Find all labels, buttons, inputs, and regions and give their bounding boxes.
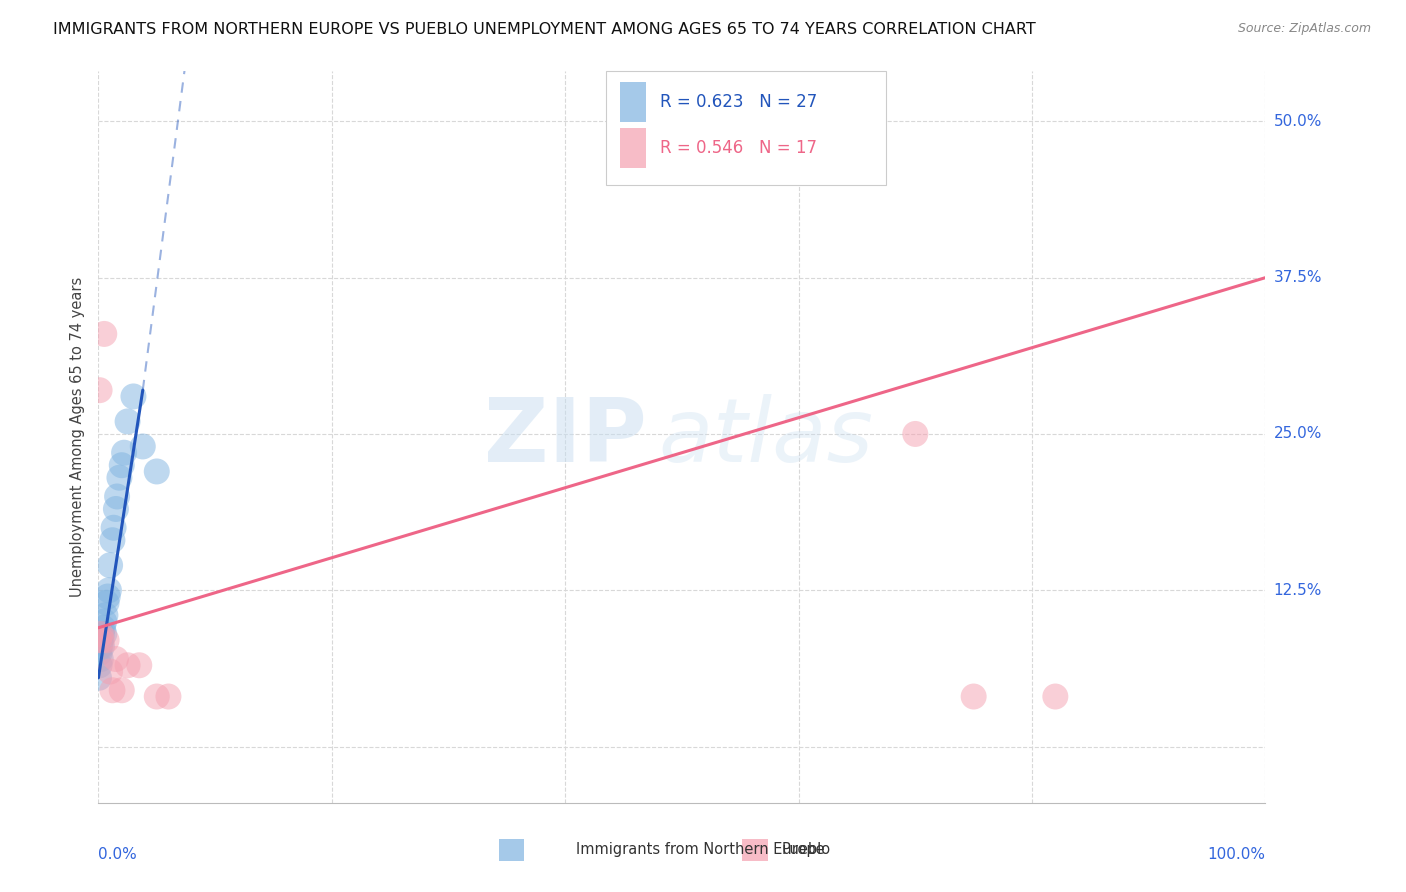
Text: 100.0%: 100.0% <box>1208 847 1265 862</box>
Point <box>108 471 131 485</box>
Point <box>101 683 124 698</box>
Point <box>93 627 115 641</box>
Point <box>117 414 139 428</box>
Point <box>103 521 125 535</box>
Text: ZIP: ZIP <box>484 393 647 481</box>
Text: IMMIGRANTS FROM NORTHERN EUROPE VS PUEBLO UNEMPLOYMENT AMONG AGES 65 TO 74 YEARS: IMMIGRANTS FROM NORTHERN EUROPE VS PUEBL… <box>53 22 1036 37</box>
Point <box>89 658 111 673</box>
Point <box>128 658 150 673</box>
Point <box>98 558 121 573</box>
Bar <box>499 839 524 861</box>
Point <box>97 590 120 604</box>
Point <box>104 652 127 666</box>
Text: R = 0.546   N = 17: R = 0.546 N = 17 <box>659 139 817 157</box>
Point <box>105 490 128 504</box>
Point <box>90 633 112 648</box>
Point <box>1045 690 1067 704</box>
Point <box>90 627 112 641</box>
Bar <box>742 839 768 861</box>
Point <box>97 583 120 598</box>
Point <box>87 633 110 648</box>
Point <box>122 389 145 403</box>
Point <box>93 326 115 341</box>
Point <box>96 596 118 610</box>
Point <box>111 458 134 473</box>
Point <box>132 440 155 454</box>
Point <box>90 652 112 666</box>
Bar <box>620 128 645 169</box>
Point <box>91 621 114 635</box>
Point <box>93 615 115 629</box>
Bar <box>620 82 645 122</box>
Point <box>89 383 111 397</box>
Point <box>87 671 110 685</box>
Text: Immigrants from Northern Europe: Immigrants from Northern Europe <box>576 842 825 856</box>
Point <box>90 640 112 654</box>
Point <box>94 608 117 623</box>
Text: R = 0.623   N = 27: R = 0.623 N = 27 <box>659 93 817 112</box>
Point <box>117 658 139 673</box>
Point <box>89 640 111 654</box>
Point <box>962 690 984 704</box>
Text: 0.0%: 0.0% <box>98 847 138 862</box>
Point <box>157 690 180 704</box>
Text: 37.5%: 37.5% <box>1274 270 1322 285</box>
Text: 25.0%: 25.0% <box>1274 426 1322 442</box>
Y-axis label: Unemployment Among Ages 65 to 74 years: Unemployment Among Ages 65 to 74 years <box>69 277 84 598</box>
Point <box>112 446 135 460</box>
Text: Source: ZipAtlas.com: Source: ZipAtlas.com <box>1237 22 1371 36</box>
Text: Pueblo: Pueblo <box>782 842 831 856</box>
Point <box>98 665 121 679</box>
Bar <box>606 71 886 185</box>
Text: 12.5%: 12.5% <box>1274 582 1322 598</box>
Point <box>101 533 124 548</box>
Point <box>90 627 112 641</box>
Point <box>104 502 127 516</box>
Point <box>904 426 927 441</box>
Point <box>111 683 134 698</box>
Point <box>146 465 169 479</box>
Text: atlas: atlas <box>658 394 873 480</box>
Point <box>90 633 112 648</box>
Text: 50.0%: 50.0% <box>1274 114 1322 128</box>
Point <box>96 633 118 648</box>
Point <box>89 646 111 660</box>
Point <box>146 690 169 704</box>
